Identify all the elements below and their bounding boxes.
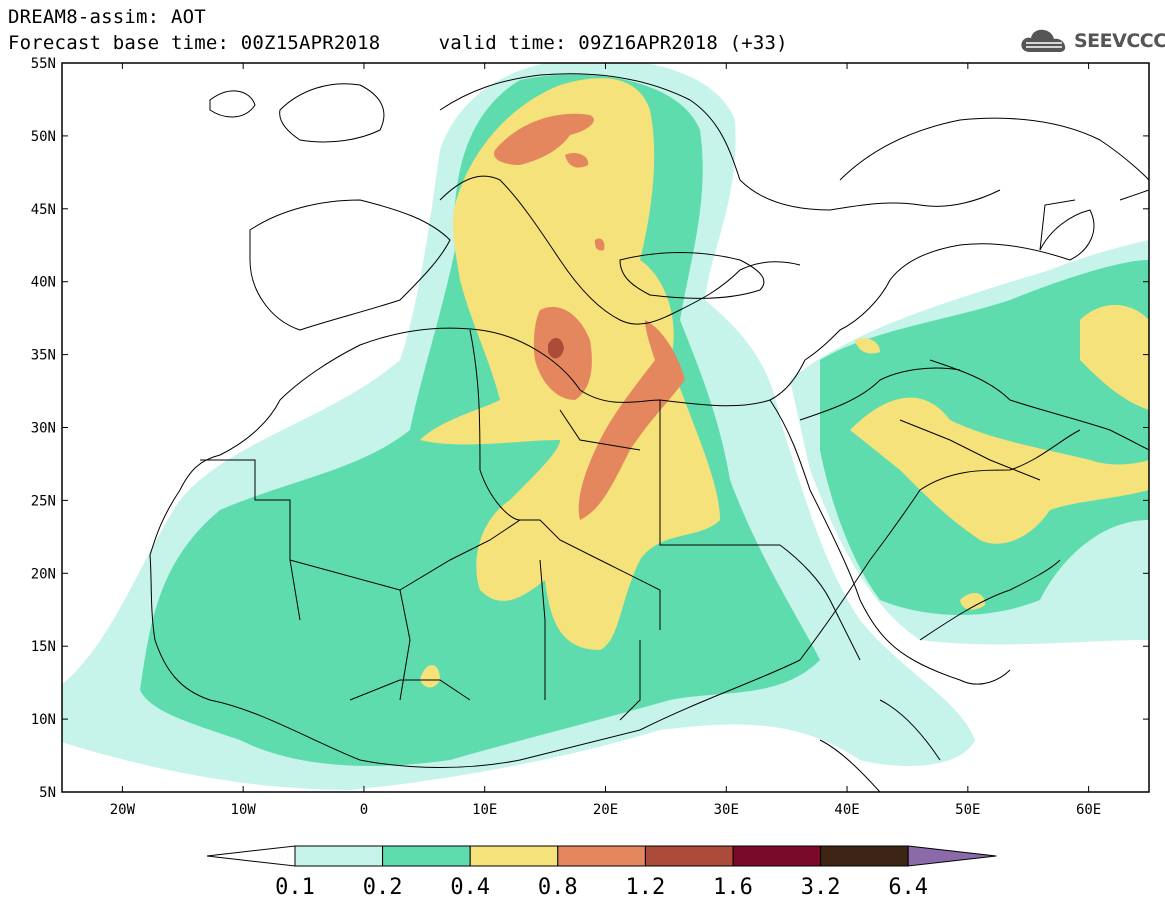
colorbar-level-label: 1.6 (713, 875, 753, 900)
colorbar-level-label: 1.2 (626, 875, 666, 900)
lat-tick-label: 25N (31, 493, 56, 509)
lat-tick-label: 40N (31, 275, 56, 291)
lon-tick-label: 40E (834, 802, 859, 818)
latitude-axis: 55N 50N 45N 40N 35N 30N 25N 20N 15N 10N 5N (31, 56, 1149, 801)
lat-tick-label: 50N (31, 129, 56, 145)
seevccc-logo: SEEVCCC (1018, 24, 1165, 58)
colorbar-segment (382, 845, 471, 867)
lat-tick-label: 15N (31, 639, 56, 655)
lat-tick-label: 55N (31, 56, 56, 72)
lon-tick-label: 20E (593, 802, 618, 818)
longitude-axis: 20W 10W 0 10E 20E 30E 40E 50E 60E (110, 63, 1101, 818)
aot-colorbar: 0.1 0.2 0.4 0.8 1.2 1.6 3.2 6.4 (206, 845, 997, 900)
lon-tick-label: 60E (1076, 802, 1101, 818)
colorbar-segment (469, 845, 559, 867)
colorbar-level-label: 0.4 (450, 875, 490, 900)
lat-tick-label: 30N (31, 421, 56, 437)
lon-tick-label: 30E (714, 802, 739, 818)
colorbar-low-arrow (206, 845, 296, 867)
colorbar-high-arrow (907, 845, 997, 867)
colorbar-level-label: 3.2 (801, 875, 841, 900)
aot-level-1.2 (548, 337, 564, 359)
colorbar-level-label: 0.2 (363, 875, 403, 900)
lon-tick-label: 10E (472, 802, 497, 818)
figure-title: DREAM8-assim: AOT (8, 6, 206, 28)
coastlines-and-borders (149, 73, 1149, 792)
aot-contour-fields (62, 63, 1149, 790)
colorbar-level-label: 0.1 (275, 875, 315, 900)
colorbar-segment (557, 845, 646, 867)
lon-tick-label: 50E (955, 802, 980, 818)
lon-tick-label: 0 (360, 802, 368, 818)
colorbar-segment (820, 845, 909, 867)
colorbar-segment (294, 845, 384, 867)
lat-tick-label: 10N (31, 712, 56, 728)
lat-tick-label: 5N (39, 785, 56, 801)
lat-tick-label: 45N (31, 202, 56, 218)
forecast-times: Forecast base time: 00Z15APR2018 valid t… (8, 32, 788, 54)
lat-tick-label: 35N (31, 348, 56, 364)
lat-tick-label: 20N (31, 566, 56, 582)
colorbar-level-label: 6.4 (888, 875, 928, 900)
aot-level-0.8 (494, 113, 685, 520)
lon-tick-label: 10W (231, 802, 257, 818)
cloud-icon (1021, 29, 1066, 52)
colorbar-segment (732, 845, 822, 867)
logo-text: SEEVCCC (1074, 30, 1165, 52)
colorbar-level-label: 0.8 (538, 875, 578, 900)
colorbar-segment (644, 845, 734, 867)
lon-tick-label: 20W (110, 802, 136, 818)
